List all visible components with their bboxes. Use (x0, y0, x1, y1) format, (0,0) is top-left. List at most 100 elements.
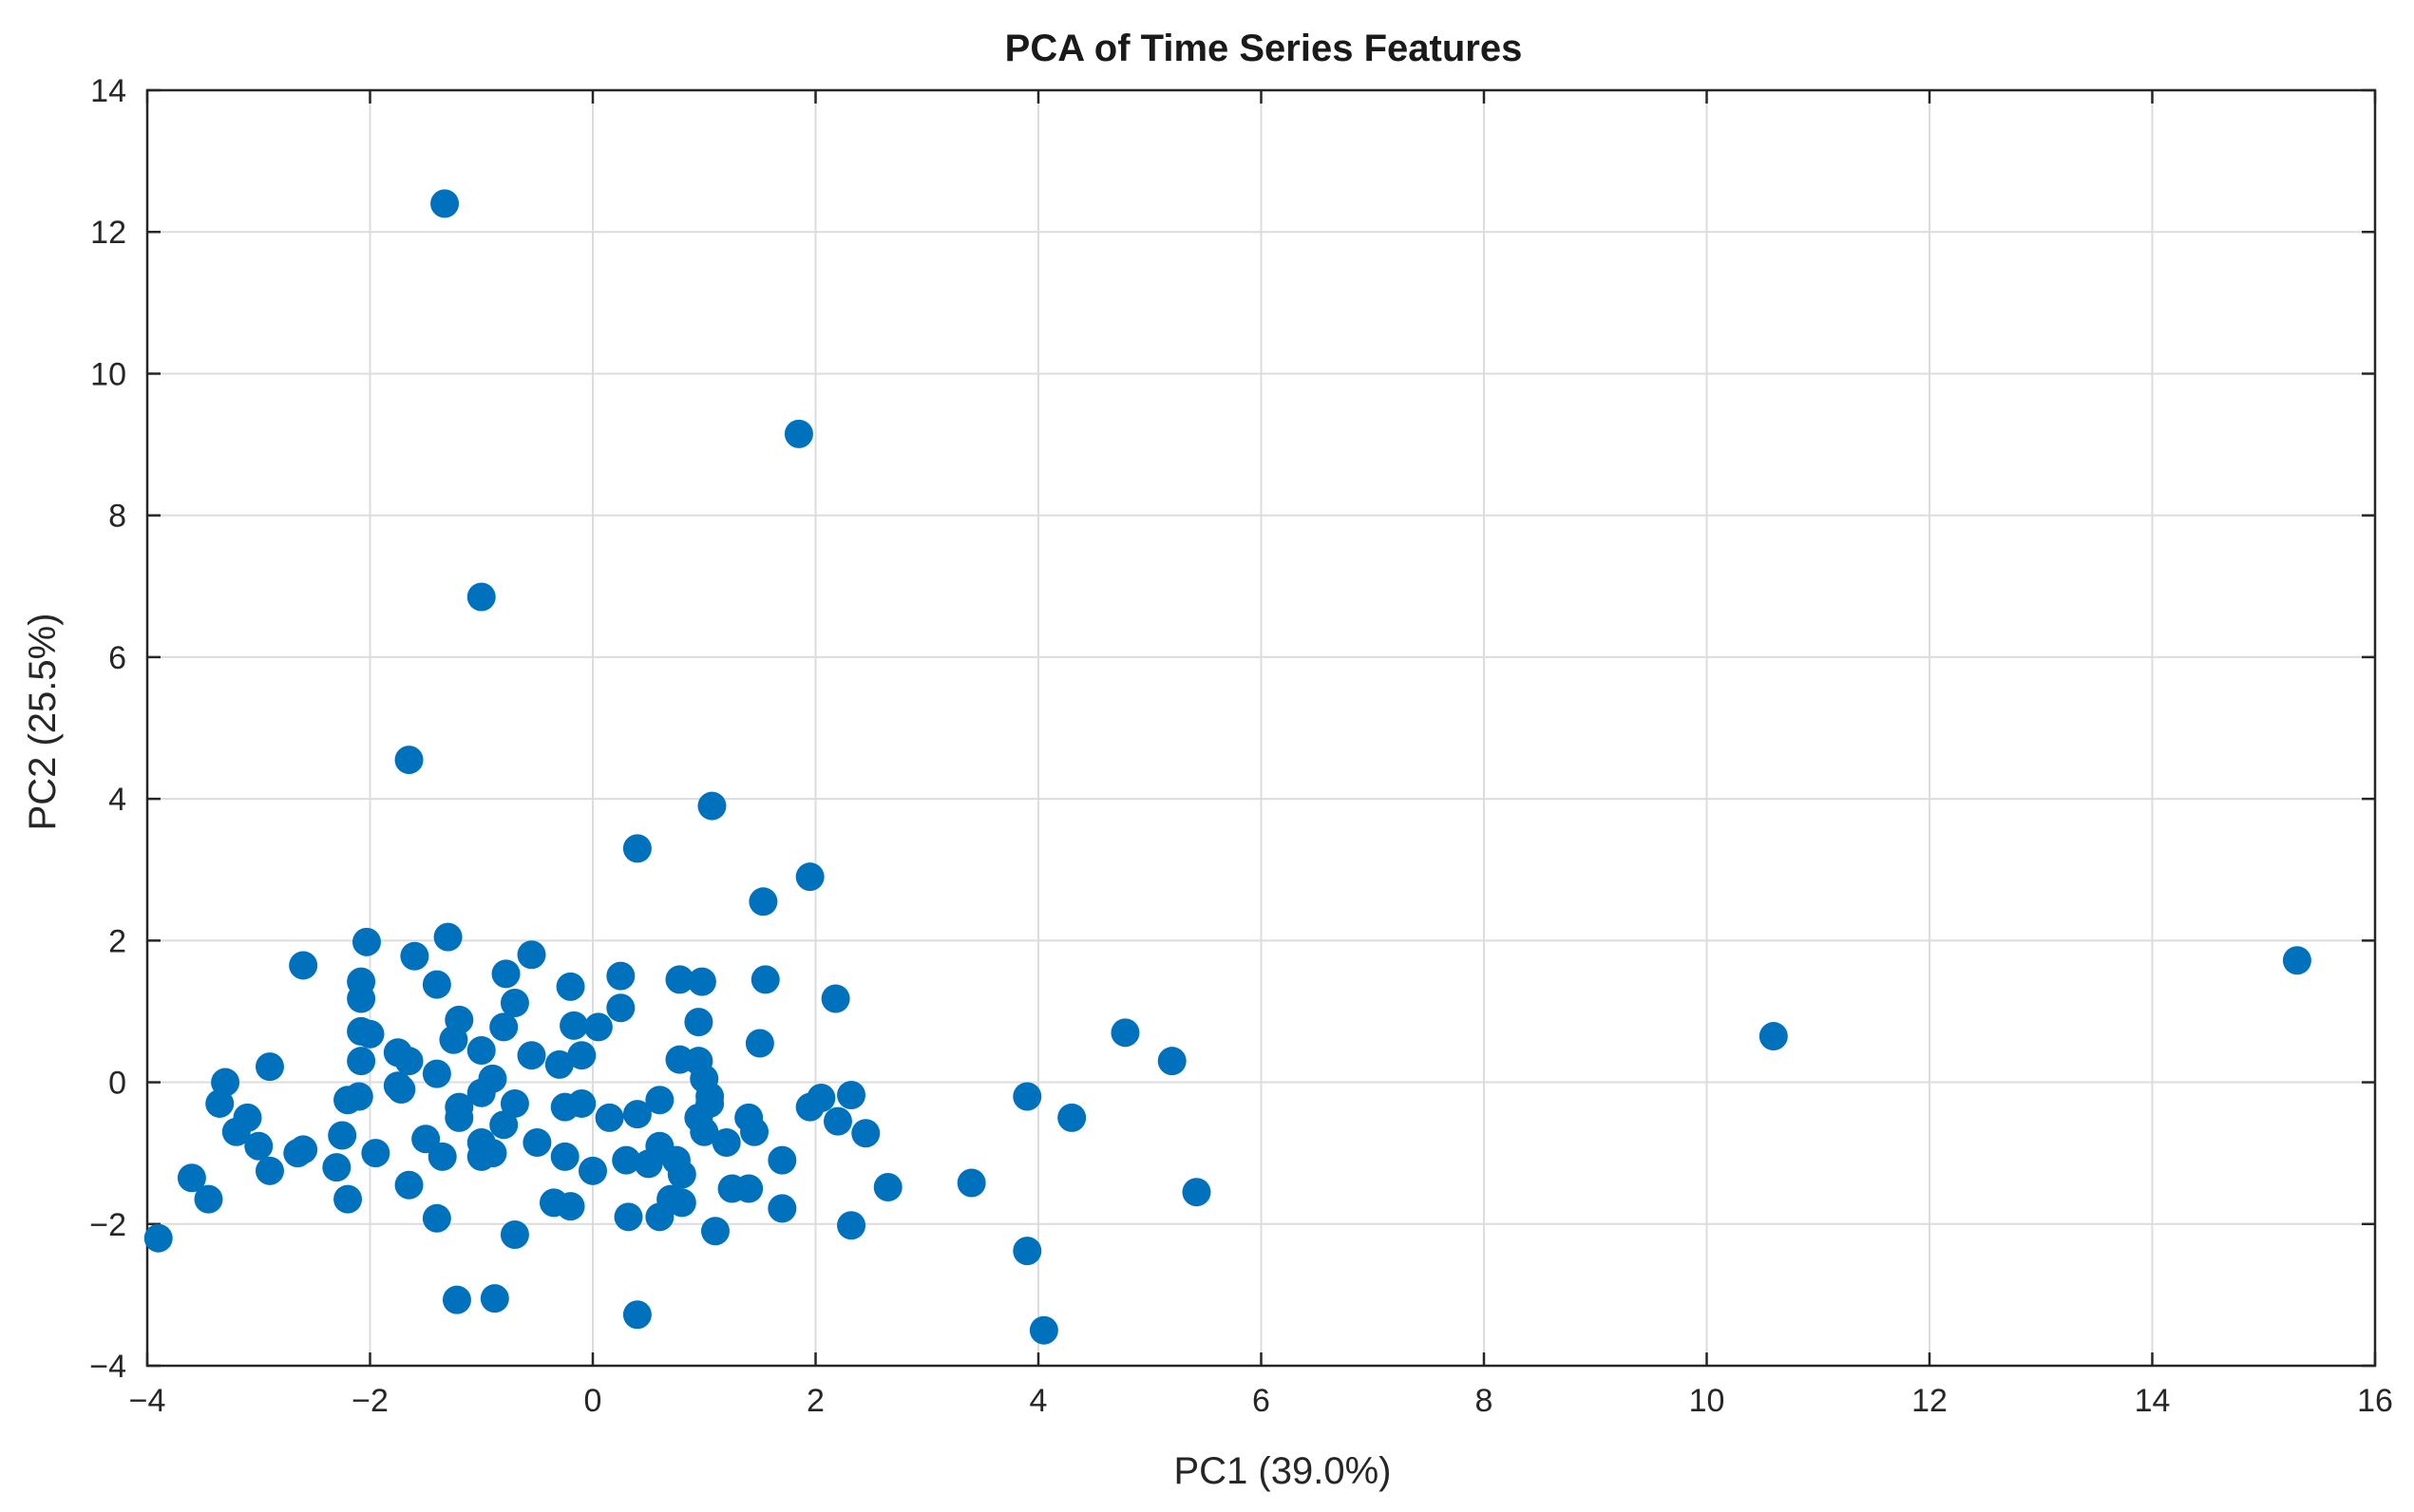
data-point (328, 1121, 357, 1150)
data-point (394, 1047, 424, 1076)
y-tick-label: 12 (90, 215, 126, 251)
data-point (289, 951, 318, 980)
data-point (697, 791, 727, 821)
data-point (355, 1019, 385, 1049)
data-point (622, 834, 652, 863)
data-point (1013, 1237, 1042, 1266)
data-point (645, 1202, 675, 1232)
data-point (556, 1192, 585, 1221)
data-point (523, 1127, 552, 1157)
data-point (606, 961, 636, 991)
data-point (837, 1080, 866, 1109)
data-point (394, 1170, 424, 1200)
y-tick-label: −4 (89, 1349, 126, 1385)
data-point (851, 1119, 881, 1148)
data-point (255, 1156, 284, 1185)
data-points (143, 189, 2311, 1345)
data-point (751, 965, 780, 994)
data-point (244, 1131, 274, 1161)
data-point (684, 1008, 713, 1037)
data-point (712, 1127, 741, 1157)
data-point (221, 1117, 251, 1146)
data-point (740, 1117, 770, 1146)
data-point (665, 965, 694, 994)
data-point (821, 984, 850, 1013)
x-tick-label: −2 (352, 1383, 389, 1419)
x-tick-label: 6 (1252, 1383, 1270, 1419)
data-point (517, 940, 546, 970)
data-point (873, 1172, 903, 1201)
data-point (645, 1086, 675, 1115)
data-point (1029, 1315, 1058, 1345)
data-point (583, 1012, 613, 1042)
data-point (734, 1174, 764, 1203)
data-point (347, 1047, 376, 1076)
data-point (283, 1139, 313, 1168)
data-point (322, 1153, 352, 1182)
data-point (394, 746, 424, 775)
data-point (749, 887, 778, 917)
data-point (400, 941, 429, 971)
x-axis-label: PC1 (39.0%) (1174, 1450, 1392, 1492)
data-point (177, 1163, 206, 1193)
data-point (560, 1011, 589, 1040)
data-point (255, 1052, 284, 1082)
data-point (480, 1284, 509, 1314)
data-point (2282, 946, 2311, 975)
data-point (690, 1117, 719, 1146)
data-point (614, 1202, 643, 1232)
data-point (442, 1285, 471, 1314)
data-point (957, 1168, 986, 1198)
data-point (837, 1211, 866, 1240)
x-tick-label: −4 (129, 1383, 166, 1419)
data-point (500, 988, 529, 1017)
data-point (544, 1049, 574, 1079)
data-point (784, 419, 813, 448)
y-tick-label: 6 (108, 640, 126, 676)
data-point (466, 1078, 496, 1107)
data-point (1157, 1047, 1187, 1076)
data-point (1111, 1018, 1140, 1048)
data-point (567, 1088, 597, 1118)
data-point (491, 959, 521, 989)
data-point (433, 922, 463, 952)
x-tick-label: 2 (807, 1383, 825, 1419)
data-point (489, 1012, 519, 1042)
data-point (612, 1145, 641, 1175)
data-point (1182, 1178, 1211, 1207)
data-point (606, 993, 636, 1023)
data-point (634, 1149, 663, 1179)
axis-ticks: −4 −2 0 2 4 6 8 10 12 14 16 −4 −2 0 2 4 6 8 10 12 14 (89, 73, 2393, 1419)
data-point (194, 1184, 223, 1214)
x-tick-label: 10 (1689, 1383, 1725, 1419)
data-point (387, 1075, 416, 1105)
data-point (361, 1139, 390, 1168)
y-tick-label: 4 (108, 782, 126, 818)
x-tick-label: 0 (584, 1383, 602, 1419)
data-point (466, 1035, 496, 1065)
data-point (466, 582, 496, 612)
y-tick-label: 0 (108, 1066, 126, 1102)
data-point (428, 1142, 457, 1171)
data-point (500, 1219, 529, 1249)
data-point (1057, 1103, 1087, 1132)
data-point (622, 1300, 652, 1330)
data-point (823, 1106, 852, 1136)
data-point (344, 1082, 373, 1111)
data-point (667, 1188, 696, 1218)
data-point (445, 1103, 474, 1132)
data-point (567, 1041, 597, 1070)
data-point (550, 1142, 580, 1171)
x-tick-label: 4 (1030, 1383, 1048, 1419)
data-point (489, 1110, 519, 1140)
data-point (352, 927, 381, 956)
y-axis-label: PC2 (25.5%) (22, 614, 64, 831)
data-point (1758, 1022, 1788, 1051)
data-point (422, 1203, 451, 1233)
data-point (745, 1029, 774, 1058)
data-point (667, 1160, 696, 1189)
data-point (768, 1145, 797, 1175)
x-tick-label: 8 (1475, 1383, 1493, 1419)
data-point (622, 1100, 652, 1129)
data-point (422, 1059, 451, 1088)
